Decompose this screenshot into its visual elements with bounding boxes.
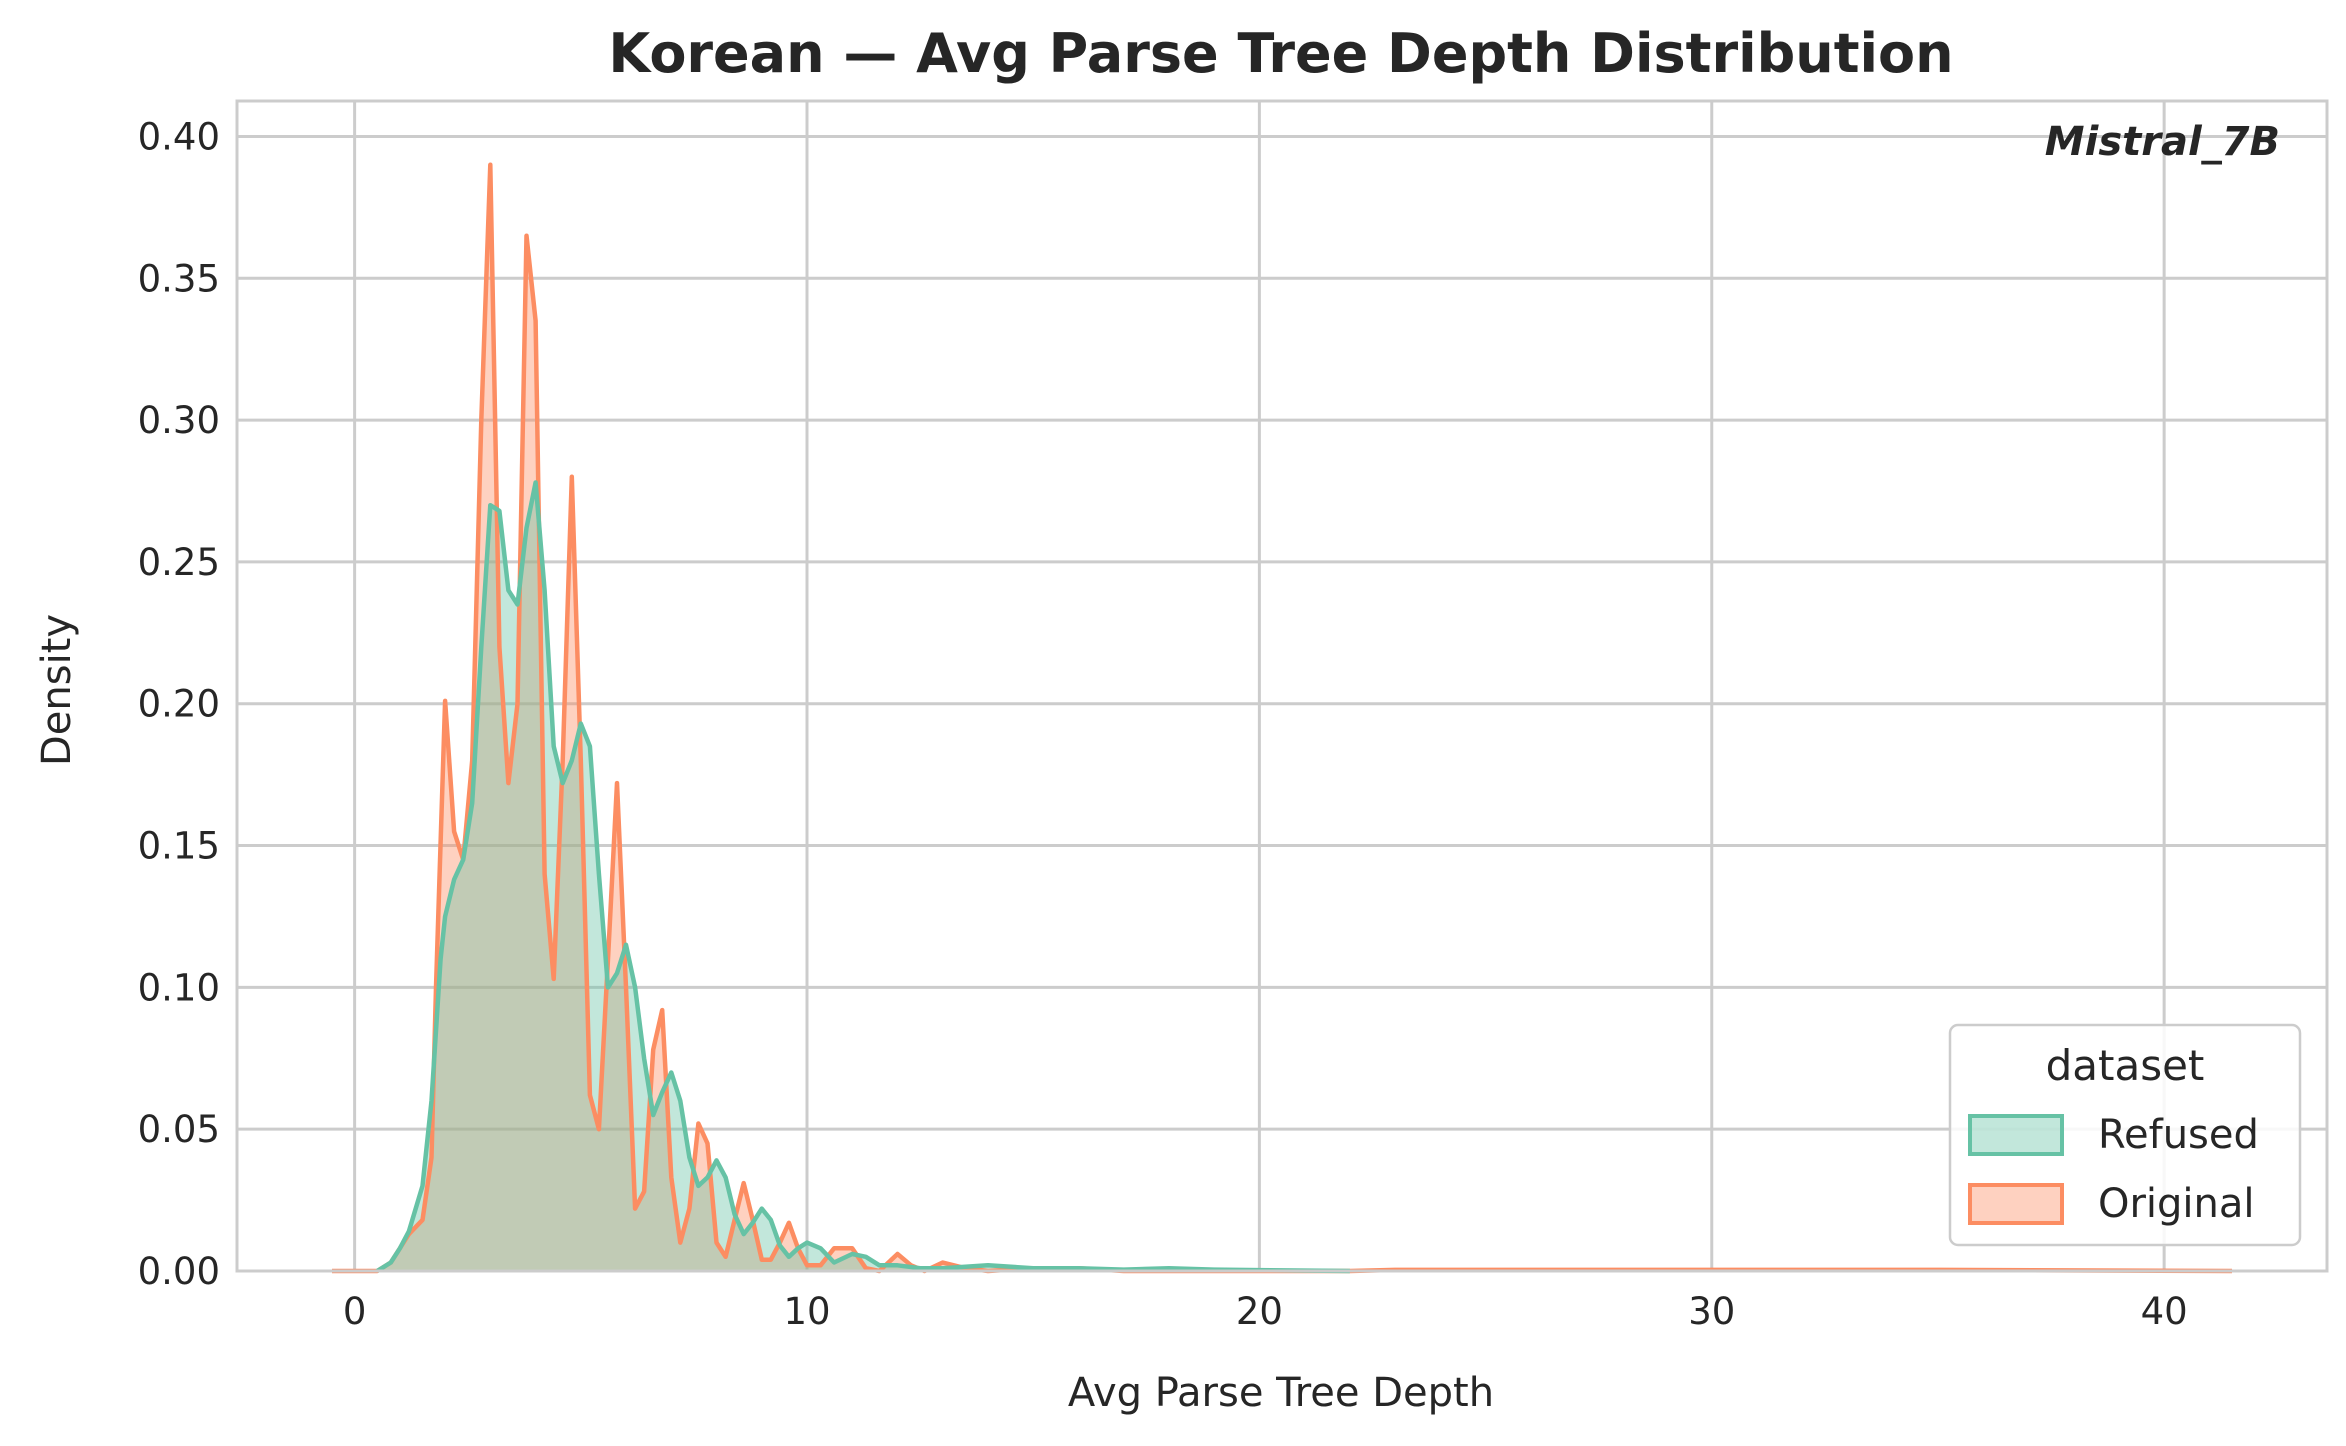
legend-swatch-refused xyxy=(1968,1114,2064,1156)
density-areas xyxy=(332,164,2232,1271)
model-annotation: Mistral_7B xyxy=(2045,119,2280,165)
x-tick-label: 30 xyxy=(1688,1290,1735,1333)
density-area-original xyxy=(332,164,2232,1271)
x-tick-label: 40 xyxy=(2141,1290,2188,1333)
legend-box xyxy=(1948,1023,2302,1247)
y-tick-label: 0.25 xyxy=(138,541,220,584)
y-tick-label: 0.15 xyxy=(138,825,220,868)
y-tick-label: 0.35 xyxy=(138,257,220,300)
density-lines xyxy=(332,162,2233,1274)
y-tick-label: 0.00 xyxy=(138,1250,220,1293)
legend-label-refused: Refused xyxy=(2098,1112,2259,1158)
x-tick-labels: 0 10 20 30 40 xyxy=(343,1290,2188,1333)
x-tick-label: 10 xyxy=(783,1290,830,1333)
x-tick-label: 20 xyxy=(1236,1290,1283,1333)
y-tick-label: 0.10 xyxy=(138,966,220,1009)
legend-label-original: Original xyxy=(2098,1181,2255,1227)
y-tick-label: 0.40 xyxy=(138,115,220,158)
plot-frame xyxy=(235,99,2329,1273)
y-tick-label: 0.20 xyxy=(138,683,220,726)
legend-title: dataset xyxy=(2046,1041,2205,1090)
chart-title: Korean — Avg Parse Tree Depth Distributi… xyxy=(608,22,1953,85)
y-tick-label: 0.30 xyxy=(138,399,220,442)
y-axis-label: Density xyxy=(34,614,80,766)
legend: dataset Refused Original xyxy=(1948,1023,2302,1247)
density-line-refused xyxy=(376,480,1350,1274)
x-tick-label: 0 xyxy=(343,1290,367,1333)
x-axis-label: Avg Parse Tree Depth xyxy=(1068,1370,1494,1416)
y-tick-labels: 0.00 0.05 0.10 0.15 0.20 0.25 0.30 0.35 0.40 xyxy=(138,115,220,1293)
legend-swatch-original xyxy=(1968,1183,2064,1225)
y-tick-label: 0.05 xyxy=(138,1108,220,1151)
density-area-refused xyxy=(377,482,1350,1271)
